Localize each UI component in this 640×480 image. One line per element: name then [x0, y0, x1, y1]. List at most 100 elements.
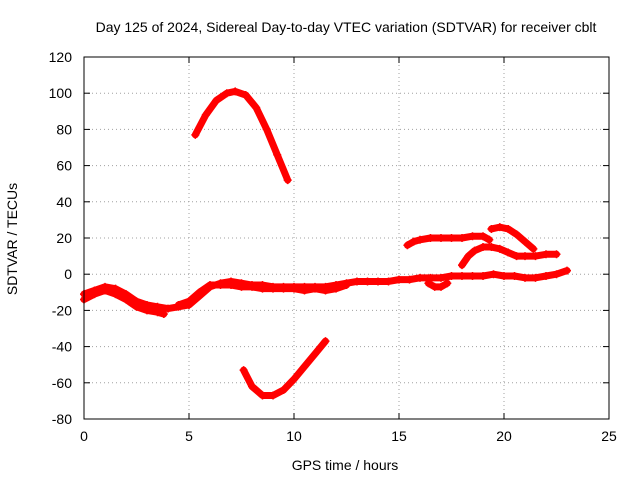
series-rising-loop: [458, 243, 561, 270]
y-tick-label: 20: [56, 230, 72, 246]
data-point: [212, 96, 221, 105]
y-axis-label: SDTVAR / TECUs: [4, 183, 20, 295]
series-lower-branch: [80, 286, 168, 319]
data-point: [132, 302, 141, 311]
data-point: [174, 300, 183, 309]
data-point: [273, 150, 282, 159]
data-point: [468, 272, 477, 281]
data-point: [510, 272, 519, 281]
data-point: [479, 232, 487, 241]
chart-title: Day 125 of 2024, Sidereal Day-to-day VTE…: [96, 19, 597, 35]
data-point: [485, 235, 494, 244]
data-marks: [80, 87, 571, 400]
data-point: [405, 275, 414, 284]
series-line: [240, 337, 329, 399]
series-mid-lower: [174, 281, 351, 309]
y-tick-label: -60: [52, 375, 72, 391]
data-point: [489, 270, 498, 279]
data-point: [487, 224, 496, 233]
data-point: [521, 273, 529, 282]
series-line: [458, 243, 560, 269]
x-axis-label: GPS time / hours: [292, 457, 399, 473]
data-point: [504, 224, 513, 233]
data-point: [300, 362, 309, 371]
y-tick-label: 80: [56, 121, 72, 137]
data-point: [237, 282, 246, 291]
data-point: [353, 277, 361, 286]
series-arc-high: [191, 87, 292, 185]
data-point: [426, 234, 435, 242]
data-point: [458, 261, 466, 270]
data-point: [227, 281, 235, 290]
data-point: [468, 232, 477, 241]
data-point: [321, 286, 330, 295]
data-point: [374, 277, 382, 286]
data-point: [311, 349, 319, 358]
data-point: [447, 272, 456, 281]
x-tick-label: 15: [391, 428, 407, 444]
data-point: [521, 252, 529, 261]
data-point: [443, 279, 452, 288]
data-point: [542, 250, 550, 259]
data-point: [424, 279, 433, 288]
data-point: [531, 273, 540, 282]
x-tick-label: 20: [496, 428, 512, 444]
plot-frame: [83, 56, 610, 420]
grid-lines: [84, 57, 609, 419]
data-point: [512, 252, 521, 261]
data-point: [122, 295, 130, 304]
data-point: [552, 250, 561, 259]
data-point: [332, 284, 340, 293]
data-point: [495, 223, 504, 232]
series-line: [403, 232, 493, 249]
data-point: [269, 391, 277, 400]
series-line: [191, 87, 292, 184]
y-tick-label: 100: [49, 85, 73, 101]
data-point: [470, 246, 479, 255]
data-point: [500, 272, 508, 281]
data-point: [504, 248, 513, 257]
data-point: [552, 270, 561, 279]
data-point: [495, 244, 504, 253]
y-tick-label: 120: [49, 49, 73, 65]
data-point: [258, 284, 267, 293]
data-point: [279, 284, 288, 293]
x-tick-label: 5: [185, 428, 193, 444]
series-dip-16: [424, 279, 452, 291]
data-point: [241, 91, 250, 100]
data-point: [153, 308, 162, 317]
data-point: [90, 290, 99, 299]
y-tick-label: -80: [52, 411, 72, 427]
data-point: [248, 382, 256, 391]
series-peak-26: [487, 223, 538, 253]
data-point: [300, 286, 309, 295]
data-point: [216, 281, 225, 290]
x-tick-label: 25: [601, 428, 617, 444]
data-point: [531, 252, 540, 261]
series-arc-low: [239, 337, 330, 400]
data-point: [201, 110, 210, 119]
data-point: [563, 266, 571, 275]
data-point: [521, 237, 529, 246]
data-point: [363, 277, 372, 286]
data-point: [403, 241, 412, 250]
data-point: [231, 87, 240, 96]
data-point: [164, 304, 172, 313]
data-point: [239, 366, 248, 375]
data-point: [258, 391, 267, 400]
data-point: [222, 89, 231, 98]
data-point: [279, 386, 288, 395]
data-point: [479, 272, 487, 281]
data-point: [479, 243, 487, 252]
data-point: [191, 130, 200, 139]
data-point: [512, 230, 521, 239]
data-point: [252, 103, 261, 112]
data-point: [290, 284, 298, 293]
data-point: [195, 288, 204, 297]
x-tick-label: 0: [80, 428, 88, 444]
data-point: [185, 297, 193, 306]
data-point: [321, 337, 330, 346]
data-point: [437, 273, 445, 282]
data-point: [409, 237, 418, 246]
y-tick-label: 40: [56, 194, 72, 210]
